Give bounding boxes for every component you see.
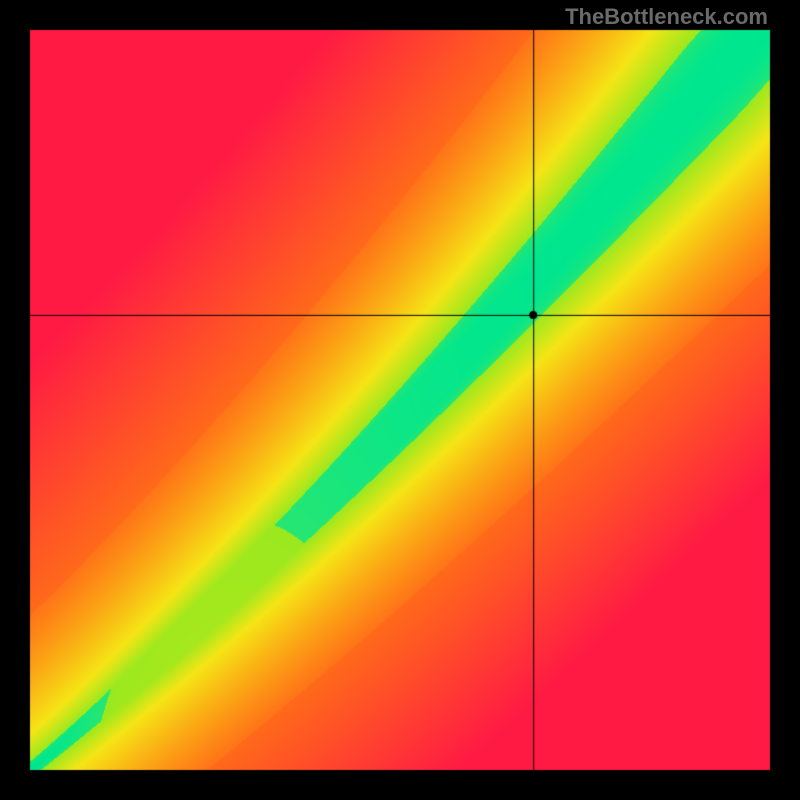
watermark-text: TheBottleneck.com [565, 4, 768, 30]
bottleneck-heatmap-chart: TheBottleneck.com [0, 0, 800, 800]
heatmap-canvas [0, 0, 800, 800]
